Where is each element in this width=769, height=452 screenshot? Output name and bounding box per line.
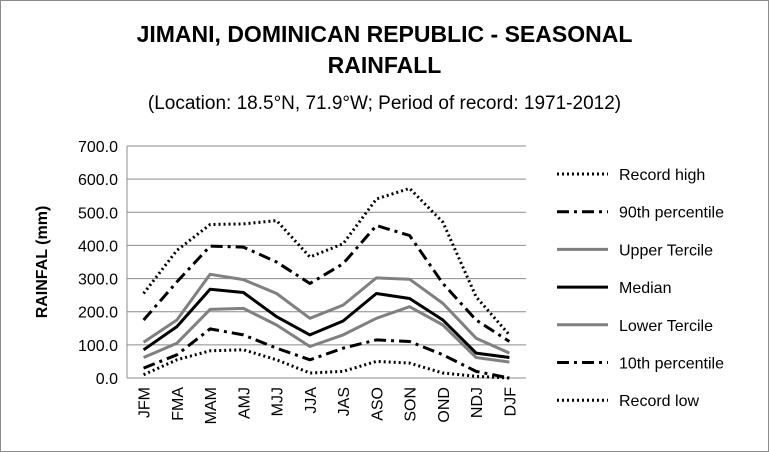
legend-label: Record low bbox=[619, 393, 699, 410]
x-tick-label: JAS bbox=[336, 387, 353, 416]
legend-label: Lower Tercile bbox=[619, 318, 713, 335]
series-line bbox=[142, 348, 510, 380]
y-axis-title: RAINFAL (mm) bbox=[34, 206, 51, 319]
series-line bbox=[143, 305, 510, 364]
series-line bbox=[142, 224, 511, 343]
y-tick-label: 400.0 bbox=[78, 238, 118, 255]
legend-label: 10th percentile bbox=[619, 356, 724, 373]
x-tick-label: AMJ bbox=[236, 387, 253, 419]
series-line bbox=[142, 287, 510, 359]
y-tick-label: 600.0 bbox=[78, 172, 118, 189]
chart-title: JIMANI, DOMINICAN REPUBLIC - SEASONAL RA… bbox=[1, 19, 768, 81]
x-tick-label: JFM bbox=[137, 387, 154, 418]
chart-subtitle: (Location: 18.5°N, 71.9°W; Period of rec… bbox=[147, 93, 622, 114]
x-tick-label: DJF bbox=[502, 387, 519, 417]
legend: Record high 90th percentile Upper Tercile M… bbox=[557, 167, 724, 410]
legend-label: Record high bbox=[619, 167, 705, 184]
legend-label: Median bbox=[619, 280, 671, 297]
x-tick-label: MJJ bbox=[270, 387, 287, 416]
y-tick-label: 100.0 bbox=[78, 338, 118, 355]
x-tick-label: OND bbox=[436, 387, 453, 423]
y-tick-label: 300.0 bbox=[78, 272, 118, 289]
x-tick-label: SON bbox=[403, 387, 420, 422]
series-line bbox=[142, 272, 511, 355]
series-line bbox=[142, 186, 511, 336]
x-tick-labels: JFM FMA MAM AMJ MJJ JJA JAS ASO SON OND NDJ DJF bbox=[137, 387, 520, 425]
x-tick-label: ASO bbox=[369, 387, 386, 421]
y-tick-label: 200.0 bbox=[78, 305, 118, 322]
y-tick-labels: 0.0 100.0 200.0 300.0 400.0 500.0 600.0 700.0 bbox=[78, 139, 118, 388]
y-tick-label: 500.0 bbox=[78, 205, 118, 222]
x-tick-label: NDJ bbox=[469, 387, 486, 418]
legend-label: Upper Tercile bbox=[619, 242, 713, 259]
chart-title-line1: JIMANI, DOMINICAN REPUBLIC - SEASONAL bbox=[136, 21, 633, 47]
series-line bbox=[143, 327, 510, 380]
x-tick-label: MAM bbox=[203, 387, 220, 424]
series-lines bbox=[142, 186, 511, 380]
chart-title-line2: RAINFALL bbox=[327, 52, 442, 78]
x-tick-label: FMA bbox=[170, 387, 187, 421]
y-tick-label: 0.0 bbox=[96, 371, 118, 388]
x-tick-label: JJA bbox=[303, 387, 320, 414]
legend-label: 90th percentile bbox=[619, 205, 724, 222]
y-tick-label: 700.0 bbox=[78, 139, 118, 156]
